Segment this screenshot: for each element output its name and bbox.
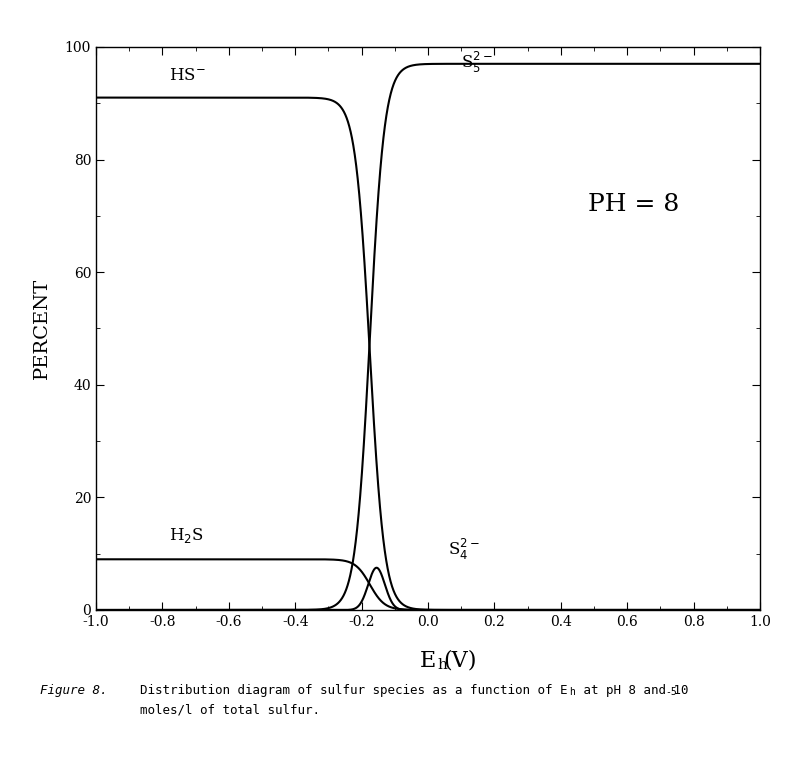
Text: E: E — [420, 650, 436, 672]
Y-axis label: PERCENT: PERCENT — [33, 278, 51, 379]
Text: H$_2$S: H$_2$S — [169, 526, 204, 545]
Text: h: h — [438, 658, 447, 672]
Text: HS$^{-}$: HS$^{-}$ — [169, 66, 206, 84]
Text: S$_4^{2-}$: S$_4^{2-}$ — [448, 537, 480, 562]
Text: at pH 8 and 10: at pH 8 and 10 — [576, 684, 689, 698]
Text: Figure 8.: Figure 8. — [40, 684, 107, 698]
Text: moles/l of total sulfur.: moles/l of total sulfur. — [140, 704, 320, 717]
Text: -5: -5 — [666, 687, 678, 698]
Text: h: h — [570, 687, 575, 697]
Text: S$_5^{2-}$: S$_5^{2-}$ — [461, 50, 493, 75]
Text: PH = 8: PH = 8 — [588, 193, 679, 216]
Text: Distribution diagram of sulfur species as a function of E: Distribution diagram of sulfur species a… — [140, 684, 567, 698]
Text: (V): (V) — [443, 650, 477, 672]
